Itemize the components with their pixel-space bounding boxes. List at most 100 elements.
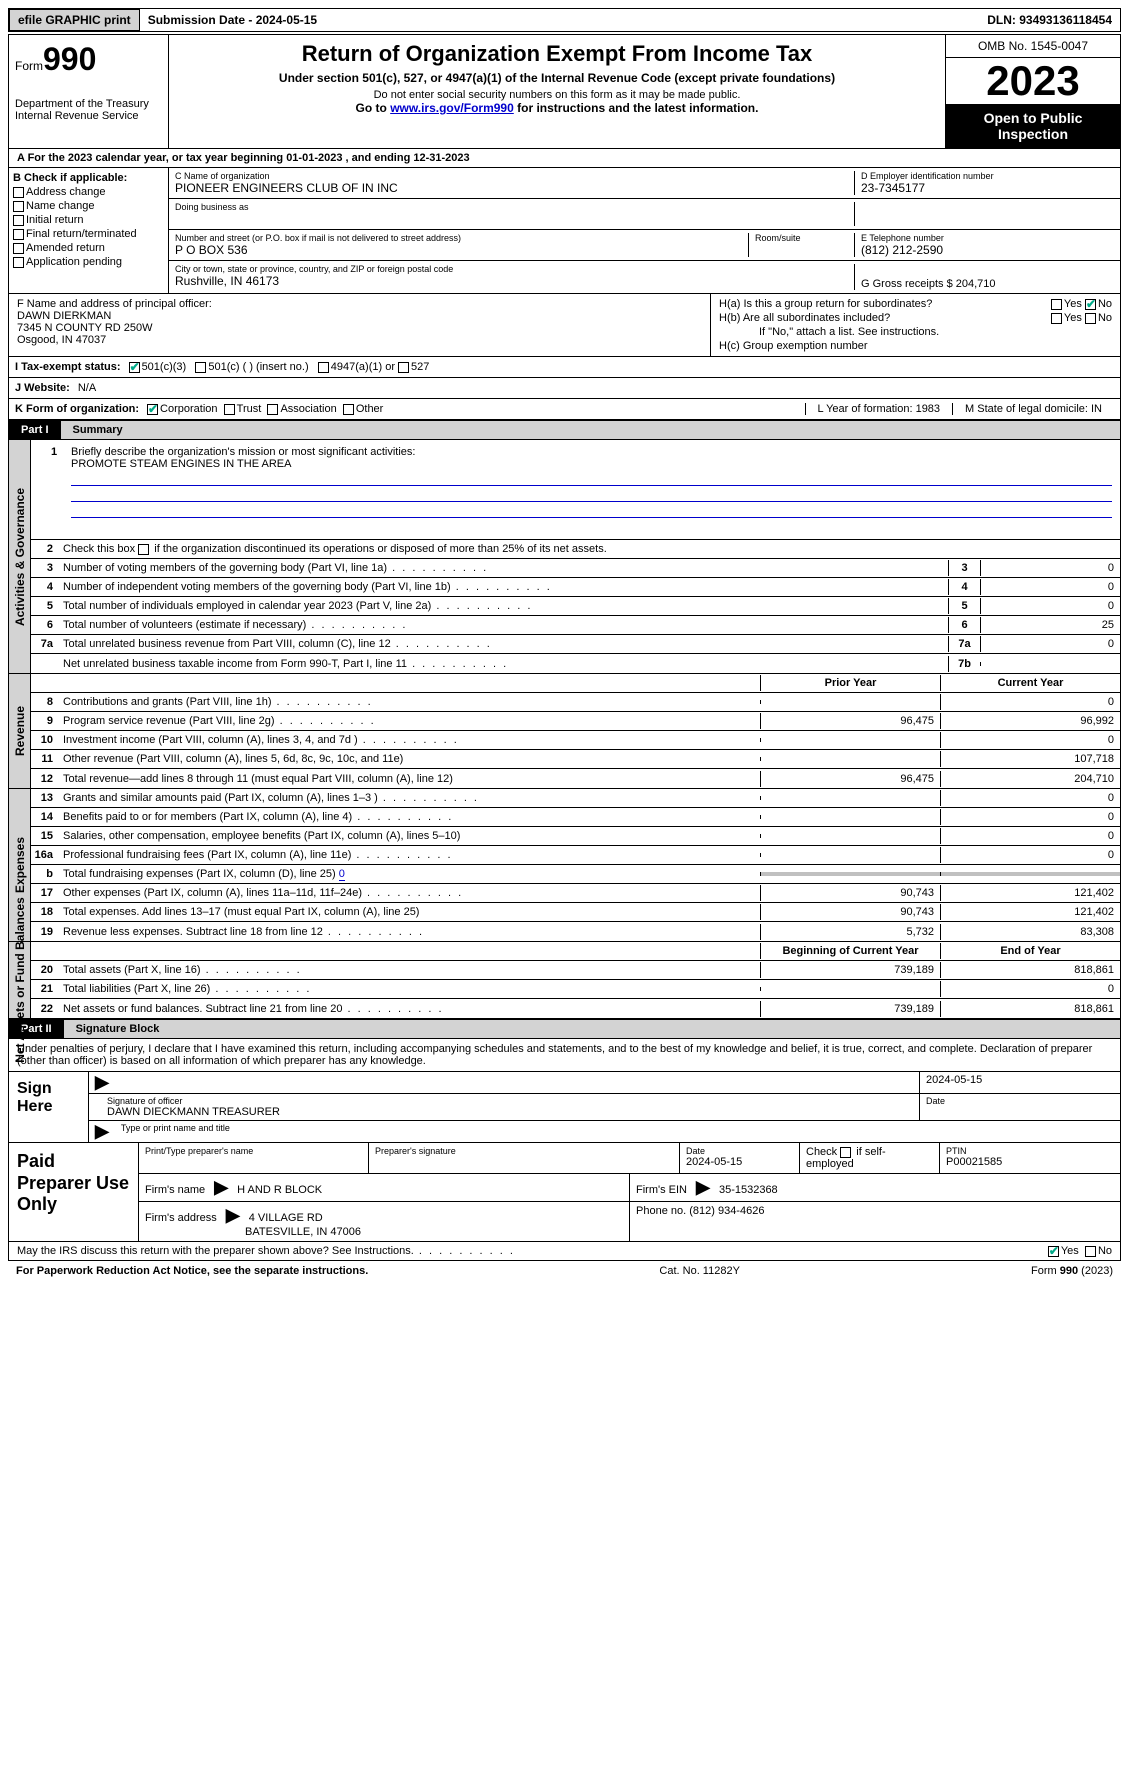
line22-end: 818,861 [940, 1001, 1120, 1017]
line6-val: 25 [980, 617, 1120, 633]
527-checkbox[interactable] [398, 362, 409, 373]
sig-date1: 2024-05-15 [920, 1072, 1120, 1093]
name-change-checkbox[interactable] [13, 201, 24, 212]
firm-ein: 35-1532368 [719, 1184, 778, 1196]
form990-link[interactable]: www.irs.gov/Form990 [390, 101, 514, 115]
line7b-desc: Net unrelated business taxable income fr… [59, 656, 948, 672]
activities-governance-section: Activities & Governance 1 Briefly descri… [8, 440, 1121, 674]
line18-prior: 90,743 [760, 904, 940, 920]
gross-label: G Gross receipts $ [861, 278, 953, 290]
dln-number: DLN: 93493136118454 [979, 10, 1120, 30]
header-middle: Return of Organization Exempt From Incom… [169, 35, 945, 148]
discuss-no-checkbox[interactable] [1085, 1246, 1096, 1257]
line7a-desc: Total unrelated business revenue from Pa… [59, 636, 948, 652]
ssn-warning: Do not enter social security numbers on … [179, 89, 935, 101]
self-employed-checkbox[interactable] [840, 1147, 851, 1158]
line22-begin: 739,189 [760, 1001, 940, 1017]
501c3-checkbox[interactable] [129, 362, 140, 373]
line18-curr: 121,402 [940, 904, 1120, 920]
year-formation: L Year of formation: 1983 [805, 403, 953, 415]
vlabel-revenue: Revenue [13, 706, 27, 756]
hc-label: H(c) Group exemption number [719, 340, 1112, 352]
discuss-yes-checkbox[interactable] [1048, 1246, 1059, 1257]
k-row: K Form of organization: Corporation Trus… [8, 399, 1121, 420]
addr-value: P O BOX 536 [175, 243, 748, 257]
line7a-val: 0 [980, 636, 1120, 652]
application-pending-checkbox[interactable] [13, 257, 24, 268]
initial-return-checkbox[interactable] [13, 215, 24, 226]
end-year-hdr: End of Year [940, 943, 1120, 959]
line20-end: 818,861 [940, 962, 1120, 978]
line21-end: 0 [940, 981, 1120, 997]
line5-val: 0 [980, 598, 1120, 614]
org-name: PIONEER ENGINEERS CLUB OF IN INC [175, 181, 848, 195]
col-b: B Check if applicable: Address change Na… [9, 168, 169, 293]
city-value: Rushville, IN 46173 [175, 274, 848, 288]
firm-name: H AND R BLOCK [237, 1184, 322, 1196]
corp-checkbox[interactable] [147, 404, 158, 415]
amended-return-checkbox[interactable] [13, 243, 24, 254]
line10-curr: 0 [940, 732, 1120, 748]
trust-checkbox[interactable] [224, 404, 235, 415]
501c-other-checkbox[interactable] [195, 362, 206, 373]
form-number: 990 [43, 41, 96, 77]
principal-label: F Name and address of principal officer: [17, 298, 702, 310]
gross-value: 204,710 [956, 278, 996, 290]
revenue-section: Revenue Prior YearCurrent Year 8Contribu… [8, 674, 1121, 789]
col-c: C Name of organization PIONEER ENGINEERS… [169, 168, 1120, 293]
firm-addr1: 4 VILLAGE RD [249, 1212, 323, 1224]
line5-desc: Total number of individuals employed in … [59, 598, 948, 614]
form-footer: Form 990 (2023) [1031, 1265, 1113, 1277]
line17-prior: 90,743 [760, 885, 940, 901]
ha-label: H(a) Is this a group return for subordin… [719, 298, 932, 310]
begin-year-hdr: Beginning of Current Year [760, 943, 940, 959]
row-a: A For the 2023 calendar year, or tax yea… [8, 149, 1121, 168]
discuss-row: May the IRS discuss this return with the… [8, 1242, 1121, 1261]
line16a-curr: 0 [940, 847, 1120, 863]
tel-value: (812) 212-2590 [861, 243, 1114, 257]
ha-no-checkbox[interactable] [1085, 299, 1096, 310]
4947a1-checkbox[interactable] [318, 362, 329, 373]
website-row: J Website: N/A [8, 378, 1121, 399]
form-title: Return of Organization Exempt From Incom… [179, 41, 935, 67]
ein-label: D Employer identification number [861, 171, 1114, 181]
vlabel-expenses: Expenses [13, 837, 27, 893]
hb-yes-checkbox[interactable] [1051, 313, 1062, 324]
line17-curr: 121,402 [940, 885, 1120, 901]
line19-curr: 83,308 [940, 924, 1120, 940]
cat-no: Cat. No. 11282Y [659, 1265, 740, 1277]
efile-print-button[interactable]: efile GRAPHIC print [9, 9, 140, 31]
line14-curr: 0 [940, 809, 1120, 825]
line9-prior: 96,475 [760, 713, 940, 729]
principal-name: DAWN DIERKMAN [17, 310, 702, 322]
final-return-checkbox[interactable] [13, 229, 24, 240]
col-b-title: B Check if applicable: [13, 172, 164, 184]
website-value: N/A [78, 382, 96, 394]
address-change-checkbox[interactable] [13, 187, 24, 198]
line9-curr: 96,992 [940, 713, 1120, 729]
vlabel-governance: Activities & Governance [13, 487, 27, 625]
hb-no-checkbox[interactable] [1085, 313, 1096, 324]
other-checkbox[interactable] [343, 404, 354, 415]
principal-addr2: Osgood, IN 47037 [17, 334, 702, 346]
principal-box: F Name and address of principal officer:… [8, 294, 1121, 357]
tax-year: 2023 [946, 58, 1120, 104]
line8-curr: 0 [940, 694, 1120, 710]
topbar: efile GRAPHIC print Submission Date - 20… [8, 8, 1121, 32]
hb-note: If "No," attach a list. See instructions… [719, 326, 1112, 338]
form-subtitle: Under section 501(c), 527, or 4947(a)(1)… [179, 71, 935, 85]
line19-prior: 5,732 [760, 924, 940, 940]
city-label: City or town, state or province, country… [175, 264, 848, 274]
principal-addr1: 7345 N COUNTY RD 250W [17, 322, 702, 334]
assoc-checkbox[interactable] [267, 404, 278, 415]
room-label: Room/suite [755, 233, 848, 243]
ha-yes-checkbox[interactable] [1051, 299, 1062, 310]
block-bc: B Check if applicable: Address change Na… [8, 168, 1121, 294]
line2-checkbox[interactable] [138, 544, 149, 555]
hb-label: H(b) Are all subordinates included? [719, 312, 890, 324]
prep-date: 2024-05-15 [686, 1156, 793, 1168]
line4-val: 0 [980, 579, 1120, 595]
netassets-section: Net Assets or Fund Balances Beginning of… [8, 942, 1121, 1019]
line12-prior: 96,475 [760, 771, 940, 787]
part1-header: Part I Summary [8, 420, 1121, 440]
